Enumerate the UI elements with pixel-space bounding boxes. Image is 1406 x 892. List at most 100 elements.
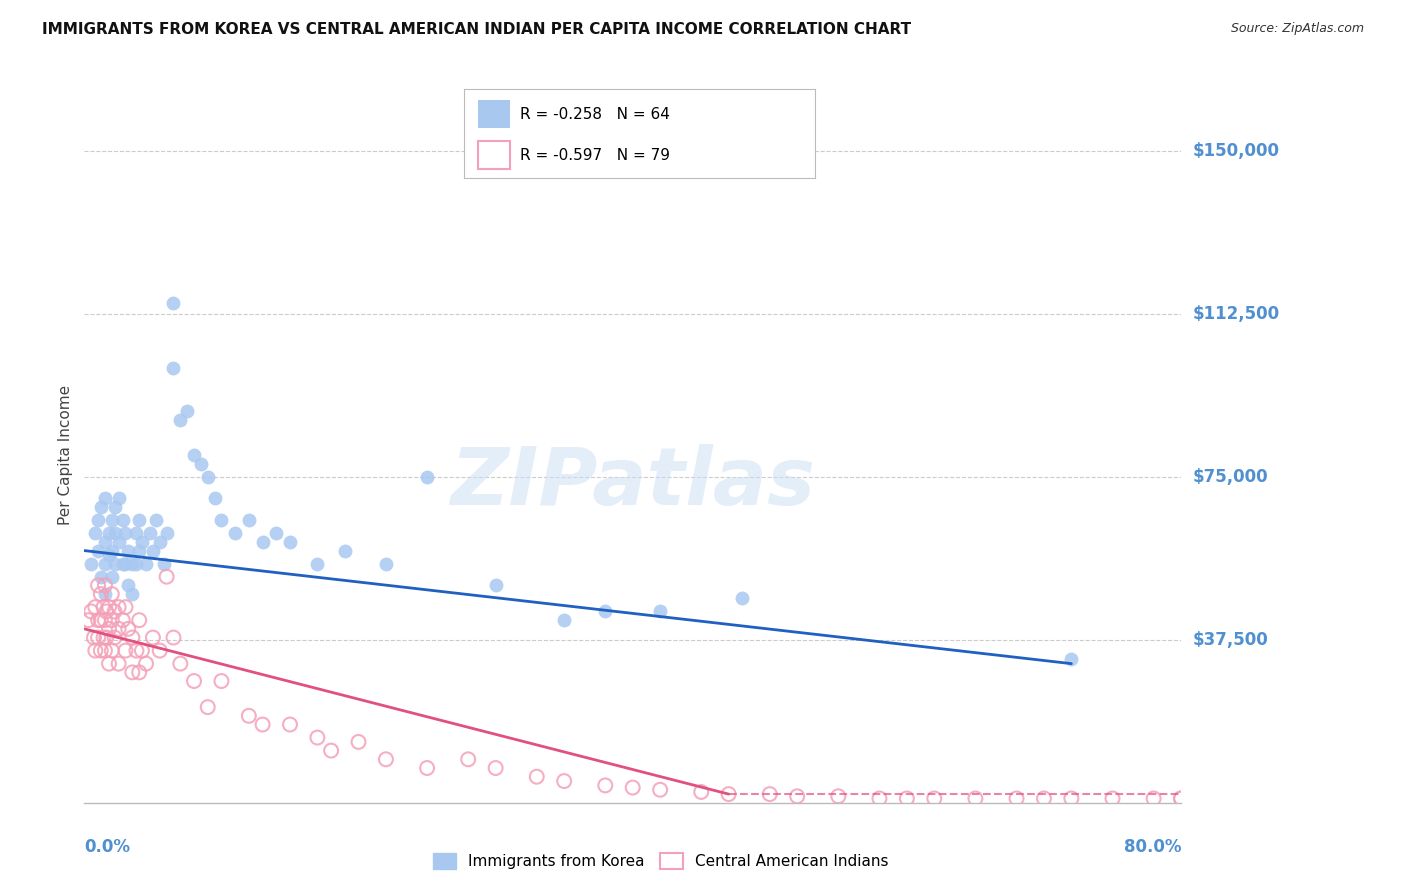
Point [128,665,150,680]
Point [107,535,129,549]
Point [107,491,129,506]
Point [1101,791,1123,805]
Point [485,761,508,775]
Point [87,631,110,645]
Point [197,700,219,714]
Point [307,731,329,745]
Point [107,622,129,636]
FancyBboxPatch shape [478,141,510,169]
Point [169,657,191,671]
Point [595,605,617,619]
Point [211,674,233,689]
Point [131,643,153,657]
Point [1060,791,1083,805]
Text: 80.0%: 80.0% [1123,838,1181,856]
Point [526,770,548,784]
Y-axis label: Per Capita Income: Per Capita Income [58,384,73,525]
Point [87,578,110,592]
Point [98,548,121,562]
Point [156,570,179,584]
Point [83,631,105,645]
Point [131,535,153,549]
Point [347,735,370,749]
Text: 0.0%: 0.0% [84,838,131,856]
Point [1143,791,1166,805]
Point [94,587,117,601]
Point [595,778,617,793]
Point [117,622,139,636]
Text: $112,500: $112,500 [1192,304,1279,323]
Point [650,605,672,619]
Point [96,631,118,645]
Point [87,613,110,627]
Point [103,605,125,619]
Point [103,557,125,571]
Point [103,631,125,645]
Point [204,491,226,506]
Point [162,295,184,310]
Point [111,557,134,571]
Point [121,665,143,680]
Point [183,674,205,689]
Point [135,557,157,571]
Point [101,587,124,601]
Point [145,513,167,527]
Point [84,643,107,657]
Point [101,513,124,527]
Point [149,535,172,549]
Point [121,587,143,601]
Point [125,526,148,541]
Text: $75,000: $75,000 [1192,467,1268,485]
Point [183,448,205,462]
Point [553,774,575,789]
Point [77,613,100,627]
Point [1033,791,1056,805]
Point [307,557,329,571]
Point [128,613,150,627]
Point [621,780,644,795]
Point [111,513,134,527]
Point [107,657,129,671]
Point [94,643,117,657]
Point [717,787,740,801]
Point [135,657,157,671]
Point [101,643,124,657]
Point [94,613,117,627]
Point [117,543,139,558]
Point [375,752,398,766]
Point [117,578,139,592]
Point [94,491,117,506]
Point [416,761,439,775]
Point [84,526,107,541]
Point [375,557,398,571]
Point [128,543,150,558]
Point [84,600,107,615]
Point [87,513,110,527]
Point [114,526,136,541]
Point [224,526,246,541]
Point [101,613,124,627]
Point [965,791,987,805]
Point [90,500,112,514]
Point [238,513,260,527]
Point [96,605,118,619]
Point [924,791,946,805]
Point [176,404,198,418]
Point [114,643,136,657]
Legend: Immigrants from Korea, Central American Indians: Immigrants from Korea, Central American … [427,847,894,875]
Point [90,613,112,627]
Point [457,752,479,766]
Point [1060,652,1083,666]
Text: ZIPatlas: ZIPatlas [450,443,815,522]
Point [121,557,143,571]
Point [211,513,233,527]
Point [238,708,260,723]
Point [101,570,124,584]
Point [107,600,129,615]
Point [278,535,301,549]
Point [103,500,125,514]
Point [1170,791,1192,805]
Point [93,600,115,615]
Point [98,600,121,615]
Point [156,526,179,541]
